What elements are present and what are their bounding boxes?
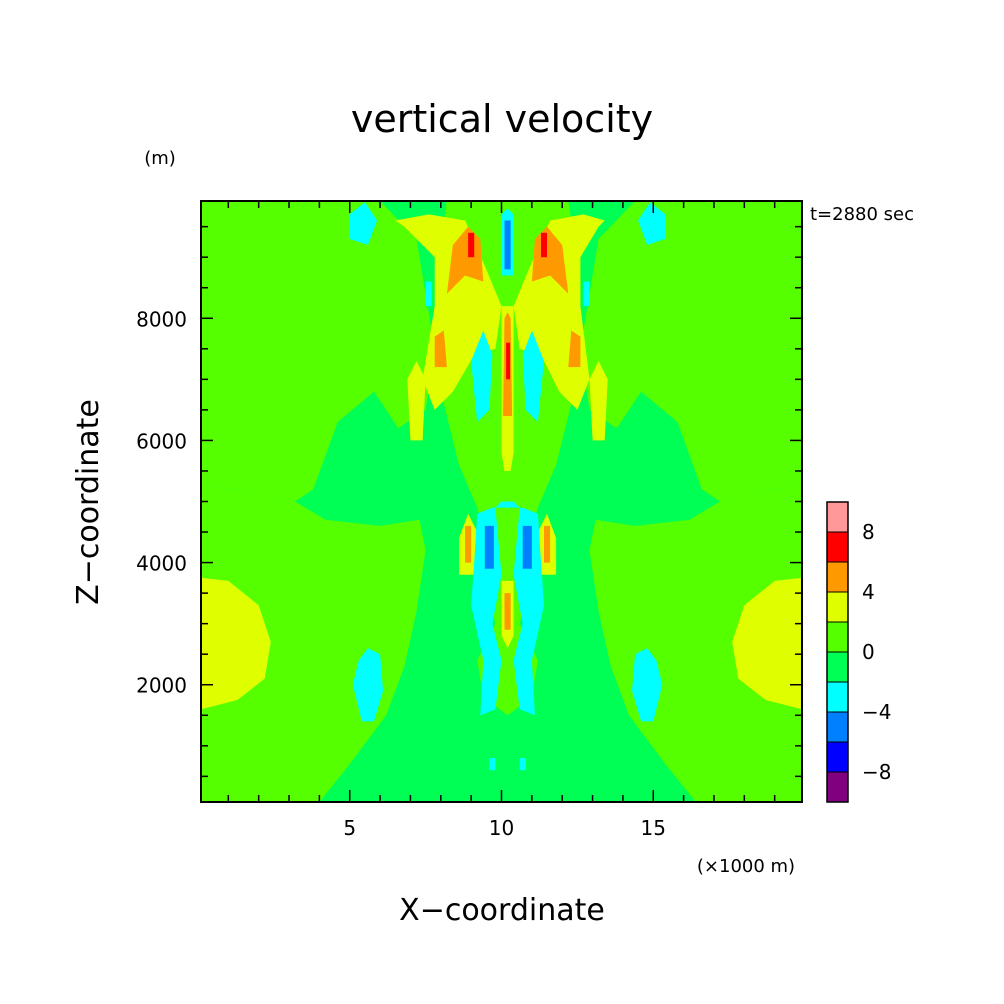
x-tick-label: 15 <box>641 816 666 840</box>
contour-region-41 <box>504 220 511 270</box>
contour-region-23 <box>504 593 511 630</box>
colorbar-tick-label: −8 <box>862 760 891 784</box>
y-tick-label: 2000 <box>136 674 187 698</box>
contour-region-39 <box>484 525 494 569</box>
contour-region-7 <box>732 577 802 710</box>
contour-region-26 <box>506 342 510 380</box>
colorbar: −8 −4 0 4 8 <box>826 501 891 803</box>
contour-region-35 <box>425 281 432 307</box>
colorbar-tick-label: 0 <box>862 640 875 664</box>
y-unit-label: (m) <box>144 148 176 169</box>
colorbar-swatch <box>826 621 849 653</box>
contour-region-29 <box>471 330 493 423</box>
time-label: t=2880 sec <box>810 204 914 225</box>
colorbar-swatch <box>826 711 849 743</box>
contour-region-24 <box>468 232 475 258</box>
contour-region-21 <box>465 525 472 563</box>
colorbar-swatch <box>826 591 849 623</box>
x-tick-label: 5 <box>343 816 356 840</box>
contour-region-19 <box>434 330 447 368</box>
x-axis-label: X−coordinate <box>399 893 605 928</box>
contour-fill-group <box>201 201 802 802</box>
colorbar-tick-label: 8 <box>862 520 875 544</box>
contour-region-33 <box>352 648 384 722</box>
y-tick-label: 8000 <box>136 307 187 331</box>
contour-region-4 <box>580 201 802 502</box>
y-axis-label: Z−coordinate <box>71 399 106 605</box>
colorbar-swatch <box>826 681 849 713</box>
contour-region-2 <box>589 483 802 802</box>
contour-region-20 <box>568 330 581 368</box>
y-tick-label: 6000 <box>136 429 187 453</box>
colorbar-swatch <box>826 561 849 593</box>
contour-region-3 <box>201 201 435 502</box>
plot-area: 5 10 15 2000 4000 6000 8000 <box>136 200 803 840</box>
colorbar-swatch <box>826 651 849 683</box>
contour-region-28 <box>638 202 666 245</box>
contour-region-36 <box>583 281 590 307</box>
contour-region-34 <box>632 648 663 722</box>
contour-region-27 <box>349 202 378 245</box>
contour-region-38 <box>519 758 526 771</box>
colorbar-frame <box>826 501 849 803</box>
contour-region-37 <box>489 758 496 771</box>
contour-region-22 <box>544 525 551 563</box>
contour-region-25 <box>541 232 547 258</box>
contour-region-12 <box>407 361 426 441</box>
colorbar-tick-label: 4 <box>862 580 875 604</box>
colorbar-swatch <box>826 531 849 563</box>
contour-region-13 <box>589 361 608 441</box>
contour-region-30 <box>522 330 544 423</box>
colorbar-tick-label: −4 <box>862 700 891 724</box>
x-tick-label: 10 <box>489 816 514 840</box>
contour-region-6 <box>201 577 271 710</box>
contour-region-1 <box>201 483 426 802</box>
x-unit-label: (×1000 m) <box>697 856 795 877</box>
y-tick-label: 4000 <box>136 552 187 576</box>
colorbar-swatch <box>826 741 849 773</box>
contour-region-40 <box>522 525 532 569</box>
chart-title: vertical velocity <box>351 97 653 141</box>
colorbar-swatch <box>826 501 849 533</box>
colorbar-swatch <box>826 771 849 803</box>
